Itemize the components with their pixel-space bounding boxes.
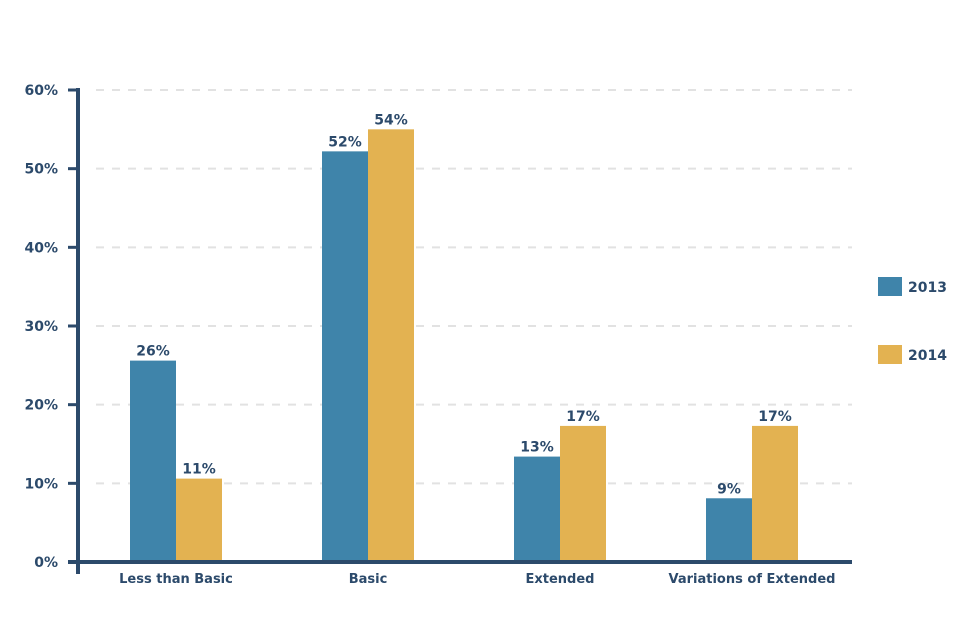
y-tick-label: 0% bbox=[34, 555, 58, 571]
bar-2013-1 bbox=[322, 151, 368, 563]
data-label: 9% bbox=[717, 481, 741, 497]
data-label: 13% bbox=[520, 440, 554, 456]
data-labels: 26% 11% 52% 54% 13% 17% 9% 17% bbox=[136, 112, 792, 497]
bar-2014-1 bbox=[368, 129, 414, 563]
bar-2013-0 bbox=[130, 360, 176, 562]
x-category-label: Less than Basic bbox=[119, 572, 233, 587]
bar-2014-0 bbox=[176, 478, 222, 562]
bar-2013-3 bbox=[706, 498, 752, 562]
bars bbox=[130, 129, 798, 563]
data-label: 26% bbox=[136, 344, 170, 360]
legend: 2013 2014 bbox=[878, 277, 947, 364]
legend-swatch-2014 bbox=[878, 345, 902, 364]
x-category-label: Variations of Extended bbox=[669, 572, 836, 587]
data-label: 11% bbox=[182, 462, 216, 478]
x-category-label: Extended bbox=[526, 572, 595, 587]
y-tick-label: 60% bbox=[24, 83, 58, 99]
y-tick-label: 30% bbox=[24, 319, 58, 335]
data-label: 17% bbox=[758, 409, 792, 425]
data-label: 54% bbox=[374, 112, 408, 128]
y-tick-label: 40% bbox=[24, 240, 58, 256]
legend-swatch-2013 bbox=[878, 277, 902, 296]
legend-label: 2013 bbox=[908, 280, 947, 296]
data-label: 17% bbox=[566, 409, 600, 425]
x-category-label: Basic bbox=[349, 572, 388, 587]
gridlines bbox=[96, 89, 852, 485]
bar-2014-2 bbox=[560, 425, 606, 562]
y-tick-label: 20% bbox=[24, 398, 58, 414]
bar-2013-2 bbox=[514, 456, 560, 562]
y-tick-label: 10% bbox=[24, 476, 58, 492]
bar-2014-3 bbox=[752, 425, 798, 562]
y-tick-label: 50% bbox=[24, 162, 58, 178]
axes: 0% 10% 20% 30% 40% 50% 60% Less than Basic Basic… bbox=[24, 83, 852, 587]
legend-label: 2014 bbox=[908, 348, 947, 364]
data-label: 52% bbox=[328, 134, 362, 150]
